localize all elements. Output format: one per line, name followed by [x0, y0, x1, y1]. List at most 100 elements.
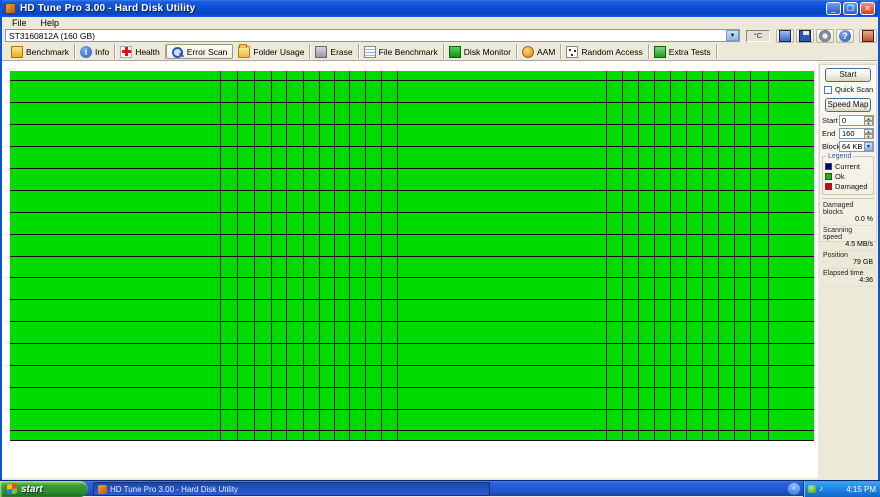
- block-size-select[interactable]: 64 KB ▼: [839, 141, 874, 152]
- grid-column-line: [670, 71, 671, 440]
- tab-disk-monitor[interactable]: Disk Monitor: [444, 44, 517, 59]
- tab-extra-tests[interactable]: Extra Tests: [649, 44, 717, 59]
- exit-button[interactable]: [859, 29, 877, 43]
- info-icon: [80, 45, 92, 58]
- grid-column-line: [622, 71, 623, 440]
- legend-swatch: [825, 173, 832, 180]
- system-tray: ♪ 4:15 PM: [803, 481, 880, 497]
- tab-erase[interactable]: Erase: [310, 44, 359, 59]
- speed-map-button[interactable]: Speed Map: [825, 98, 871, 112]
- aam-icon: [521, 45, 534, 58]
- app-window: HD Tune Pro 3.00 - Hard Disk Utility _ ❐…: [0, 0, 880, 480]
- toolbar-divider: [2, 60, 878, 62]
- start-button[interactable]: start: [0, 481, 88, 497]
- grid-column-line: [381, 71, 382, 440]
- start-field-row: Start 0 ▲ ▼: [822, 115, 874, 126]
- grid-column-line: [606, 71, 607, 440]
- grid-column-line: [638, 71, 639, 440]
- grid-column-line: [702, 71, 703, 440]
- random-access-icon: [566, 45, 579, 58]
- tab-label: Error Scan: [186, 46, 228, 57]
- help-button[interactable]: [836, 29, 854, 43]
- health-icon: [120, 45, 133, 58]
- drive-selector-row: ST3160812A (160 GB) ▼ °C: [2, 29, 878, 43]
- app-icon: [5, 3, 16, 14]
- block-field-label: Block: [822, 142, 841, 151]
- stat-position: Position 79 GB: [822, 251, 874, 269]
- save-screenshot-button[interactable]: [796, 29, 814, 43]
- drive-selector[interactable]: ST3160812A (160 GB) ▼: [5, 29, 740, 42]
- tab-benchmark[interactable]: Benchmark: [6, 44, 75, 59]
- menu-item-help[interactable]: Help: [40, 18, 60, 28]
- start-position-value: 0: [842, 116, 847, 125]
- legend-item-damaged: Damaged: [825, 182, 871, 191]
- grid-column-line: [365, 71, 366, 440]
- stat-damaged-blocks: Damaged blocks 0.0 %: [822, 201, 874, 226]
- grid-row-line: [10, 124, 814, 125]
- tab-label: Erase: [330, 46, 353, 57]
- stat-label: Damaged blocks: [823, 202, 854, 216]
- tab-label: Disk Monitor: [463, 46, 511, 57]
- minimize-button[interactable]: _: [826, 2, 841, 15]
- tab-info[interactable]: Info: [75, 44, 116, 59]
- stat-value: 4.5 MB/s: [845, 241, 873, 248]
- tab-label: Info: [95, 46, 110, 57]
- grid-row-line: [10, 409, 814, 410]
- tab-random-access[interactable]: Random Access: [561, 44, 649, 59]
- tab-label: Health: [135, 46, 160, 57]
- tab-error-scan[interactable]: Error Scan: [165, 44, 234, 59]
- save-screenshot-icon: [799, 30, 811, 42]
- legend-group: Legend Current Ok Damaged: [822, 153, 874, 195]
- toolbar-tabs: Benchmark Info Health Error Scan Folder Usag…: [2, 43, 878, 59]
- error-scan-icon: [171, 46, 184, 58]
- grid-column-line: [319, 71, 320, 440]
- quick-scan-label: Quick Scan: [835, 85, 874, 94]
- grid-row-line: [10, 102, 814, 103]
- end-position-value: 160: [842, 129, 855, 138]
- menu-item-file[interactable]: File: [12, 18, 27, 28]
- tab-label: Benchmark: [26, 46, 69, 57]
- start-scan-button[interactable]: Start: [825, 68, 871, 82]
- grid-column-line: [271, 71, 272, 440]
- stat-value: 4:36: [859, 277, 873, 284]
- chevron-down-icon[interactable]: ▼: [864, 142, 873, 151]
- tab-folder-usage[interactable]: Folder Usage: [233, 43, 311, 59]
- security-tray-icon[interactable]: [808, 485, 816, 493]
- copy-screenshot-button[interactable]: [776, 29, 794, 43]
- tab-health[interactable]: Health: [115, 44, 166, 59]
- quick-scan-checkbox[interactable]: [824, 85, 832, 94]
- copy-screenshot-icon: [779, 30, 791, 42]
- close-button[interactable]: ✕: [860, 2, 875, 15]
- exit-icon: [862, 30, 874, 42]
- taskbar-window-button[interactable]: HD Tune Pro 3.00 - Hard Disk Utility: [93, 482, 490, 496]
- quick-scan-row[interactable]: Quick Scan: [824, 85, 874, 94]
- volume-icon[interactable]: ♪: [819, 484, 823, 493]
- legend-item-ok: Ok: [825, 172, 871, 181]
- legend-items: Current Ok Damaged: [825, 162, 871, 191]
- grid-column-line: [397, 71, 398, 440]
- options-button[interactable]: [816, 29, 834, 43]
- grid-column-line: [286, 71, 287, 440]
- top-action-buttons: [776, 29, 854, 43]
- grid-column-line: [349, 71, 350, 440]
- stat-elapsed-time: Elapsed time 4:36: [822, 269, 874, 287]
- tab-label: File Benchmark: [378, 46, 438, 57]
- tray-collapse-icon[interactable]: «: [788, 483, 800, 495]
- legend-item-current: Current: [825, 162, 871, 171]
- maximize-button[interactable]: ❐: [843, 2, 858, 15]
- end-field-label: End: [822, 129, 836, 138]
- chevron-down-icon[interactable]: ▼: [726, 30, 739, 41]
- start-position-field[interactable]: 0 ▲ ▼: [839, 115, 874, 126]
- menu-bar: File Help: [2, 17, 878, 29]
- end-spinner[interactable]: ▲ ▼: [864, 129, 873, 139]
- grid-row-line: [10, 365, 814, 366]
- grid-row-line: [10, 212, 814, 213]
- grid-row-line: [10, 277, 814, 278]
- end-position-field[interactable]: 160 ▲ ▼: [839, 128, 874, 139]
- start-field-label: Start: [822, 116, 838, 125]
- start-spinner[interactable]: ▲ ▼: [864, 116, 873, 126]
- tab-aam[interactable]: AAM: [517, 44, 562, 59]
- block-field-row: Block 64 KB ▼: [822, 141, 874, 152]
- grid-row-line: [10, 387, 814, 388]
- tab-file-benchmark[interactable]: File Benchmark: [359, 44, 444, 59]
